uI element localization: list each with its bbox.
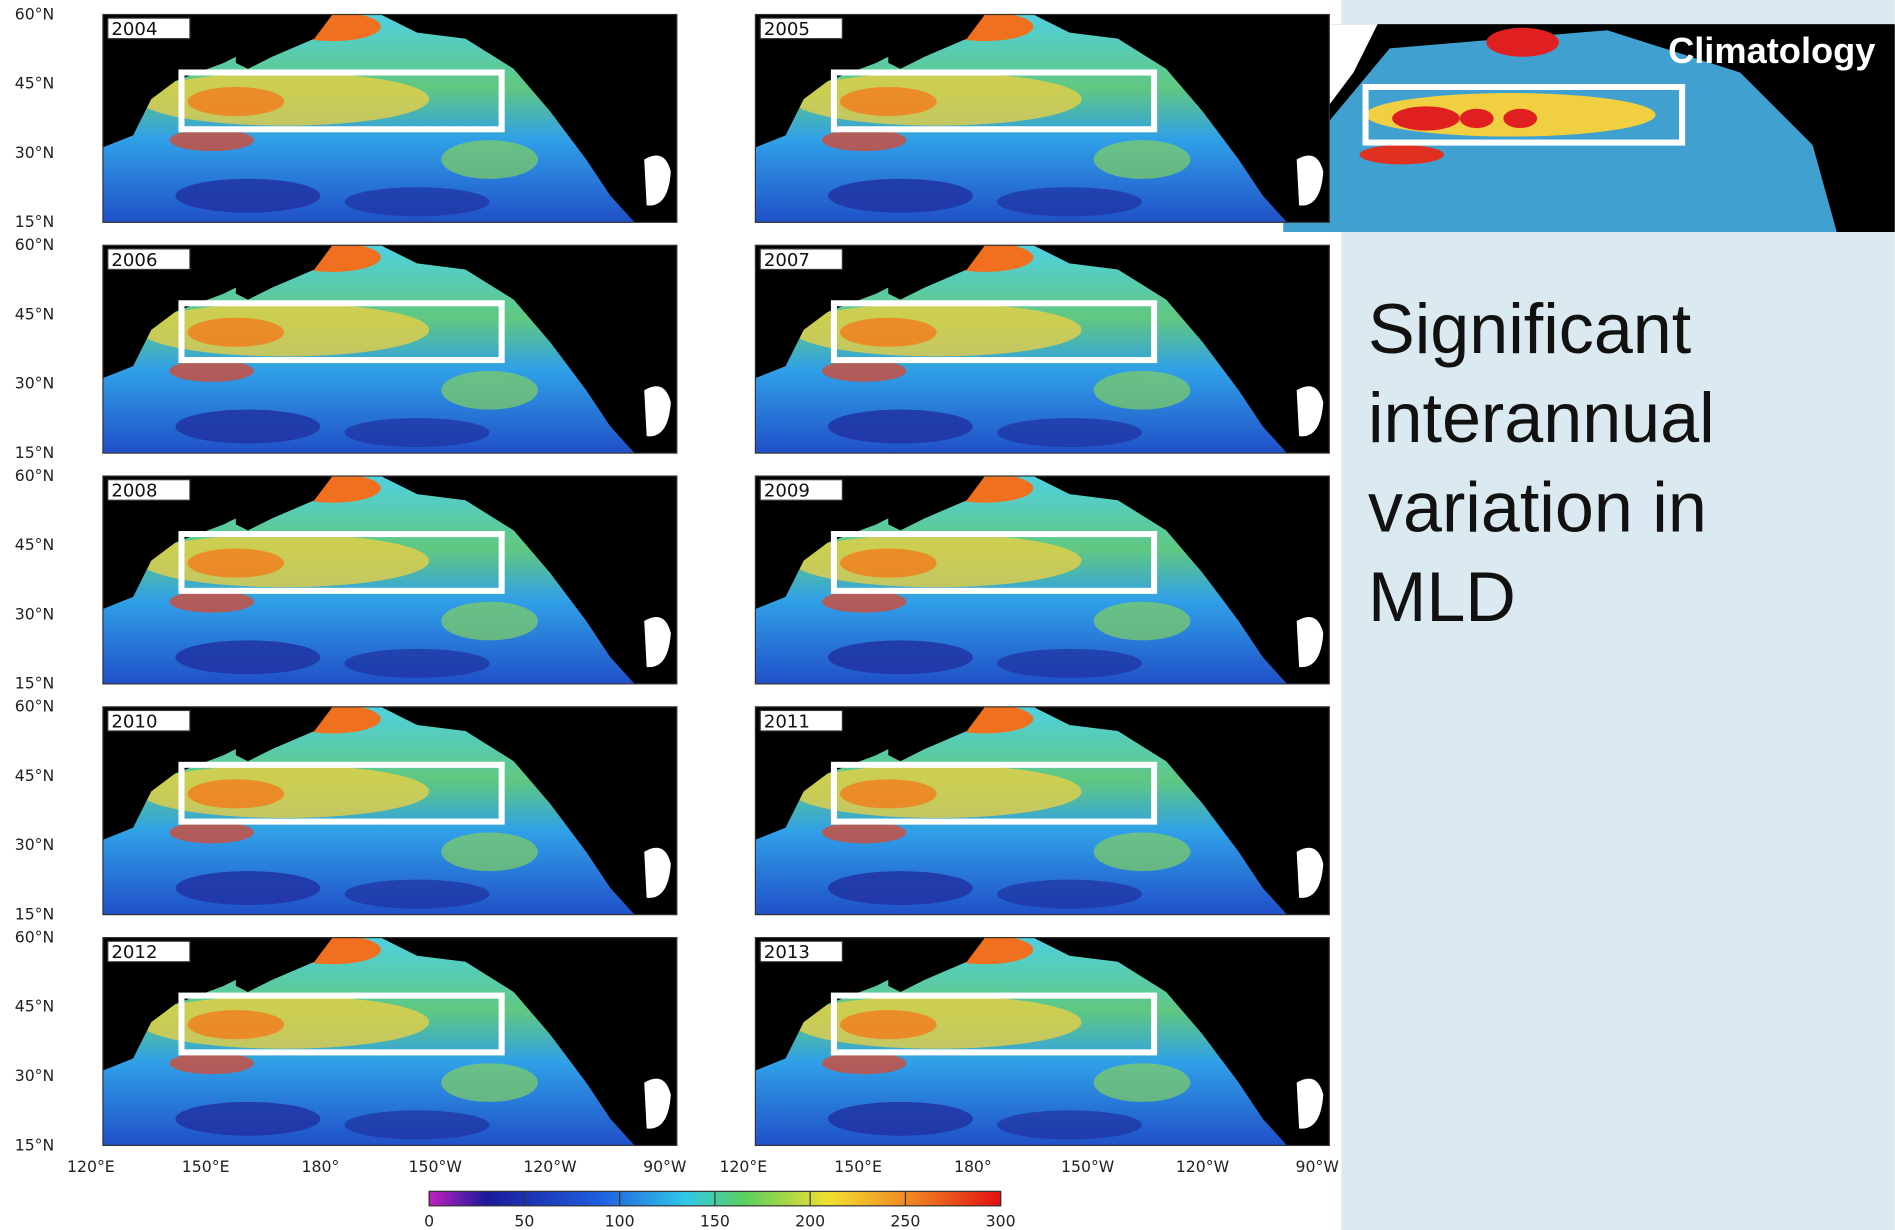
caption-line: MLD: [1368, 558, 1516, 636]
lat-label: 45°N: [15, 304, 55, 323]
map-panel: [755, 704, 1329, 914]
lat-label: 60°N: [15, 4, 55, 23]
panel-year: 2013: [764, 942, 810, 963]
lon-label: 120°W: [1176, 1157, 1229, 1176]
lat-label: 15°N: [15, 674, 55, 693]
map-panel: [103, 243, 677, 453]
lon-label: 180°: [954, 1157, 992, 1176]
colorbar-label: 0: [424, 1211, 434, 1230]
lon-label: 120°W: [523, 1157, 576, 1176]
lon-label: 150°E: [182, 1157, 230, 1176]
lat-label: 30°N: [15, 143, 55, 162]
lat-label: 60°N: [15, 927, 55, 946]
map-panel: [103, 12, 677, 222]
map-panel: [755, 474, 1329, 684]
lat-label: 30°N: [15, 835, 55, 854]
lat-label: 45°N: [15, 997, 55, 1016]
lat-label: 15°N: [15, 443, 55, 462]
panel-year: 2007: [764, 250, 810, 271]
lat-label: 45°N: [15, 766, 55, 785]
lat-label: 30°N: [15, 374, 55, 393]
colorbar-label: 250: [890, 1211, 920, 1230]
caption-line: interannual: [1368, 379, 1715, 457]
lat-label: 15°N: [15, 212, 55, 231]
map-panel: [103, 704, 677, 914]
lat-label: 45°N: [15, 535, 55, 554]
panel-year: 2008: [111, 481, 157, 502]
panel-year: 2012: [111, 942, 157, 963]
lon-label: 90°W: [643, 1157, 686, 1176]
map-panel: [103, 474, 677, 684]
caption-line: Significant: [1368, 290, 1691, 368]
lon-label: 120°E: [67, 1157, 115, 1176]
lat-label: 60°N: [15, 235, 55, 254]
slide: 2004 60°N 45°N 30°N 15°N 2005 2006 60°N 45°N 30°N…: [0, 0, 1895, 1230]
map-panel: [755, 243, 1329, 453]
panel-year: 2004: [111, 19, 157, 40]
lon-label: 180°: [302, 1157, 340, 1176]
lon-label: 150°W: [409, 1157, 462, 1176]
lat-label: 15°N: [15, 1135, 55, 1154]
lat-label: 60°N: [15, 697, 55, 716]
colorbar-label: 200: [795, 1211, 825, 1230]
colorbar-label: 50: [514, 1211, 534, 1230]
lon-label: 150°E: [834, 1157, 882, 1176]
colorbar-label: 150: [700, 1211, 730, 1230]
lat-label: 30°N: [15, 1066, 55, 1085]
panel-year: 2005: [764, 19, 810, 40]
lat-label: 60°N: [15, 466, 55, 485]
panel-year: 2009: [764, 481, 810, 502]
map-panel: [755, 935, 1329, 1145]
caption-line: variation in: [1368, 469, 1707, 547]
map-panel: [755, 12, 1329, 222]
lat-label: 45°N: [15, 74, 55, 93]
lon-label: 150°W: [1061, 1157, 1114, 1176]
climatology-label: Climatology: [1668, 30, 1875, 71]
panel-year: 2011: [764, 711, 810, 732]
lat-label: 15°N: [15, 904, 55, 923]
lon-label: 120°E: [719, 1157, 767, 1176]
lon-label: 90°W: [1296, 1157, 1339, 1176]
lat-label: 30°N: [15, 604, 55, 623]
colorbar-label: 100: [605, 1211, 635, 1230]
map-panel: [103, 935, 677, 1145]
panel-year: 2006: [111, 250, 157, 271]
colorbar-label: 300: [986, 1211, 1016, 1230]
panel-year: 2010: [111, 711, 157, 732]
